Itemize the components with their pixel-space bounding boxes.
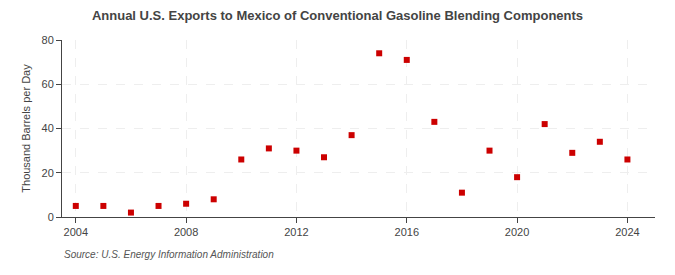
svg-text:Annual U.S. Exports to Mexico: Annual U.S. Exports to Mexico of Convent… [92,8,583,23]
svg-text:2020: 2020 [505,226,529,238]
svg-text:20: 20 [42,167,54,179]
svg-text:60: 60 [42,78,54,90]
svg-text:Source: U.S. Energy Informatio: Source: U.S. Energy Information Administ… [64,249,274,260]
svg-text:2024: 2024 [615,226,639,238]
svg-text:0: 0 [48,211,54,223]
svg-text:2008: 2008 [174,226,198,238]
svg-text:2012: 2012 [284,226,308,238]
svg-text:2004: 2004 [64,226,88,238]
svg-text:40: 40 [42,122,54,134]
svg-text:2016: 2016 [395,226,419,238]
svg-text:Thousand Barrels per Day: Thousand Barrels per Day [20,64,32,193]
svg-text:80: 80 [42,34,54,46]
